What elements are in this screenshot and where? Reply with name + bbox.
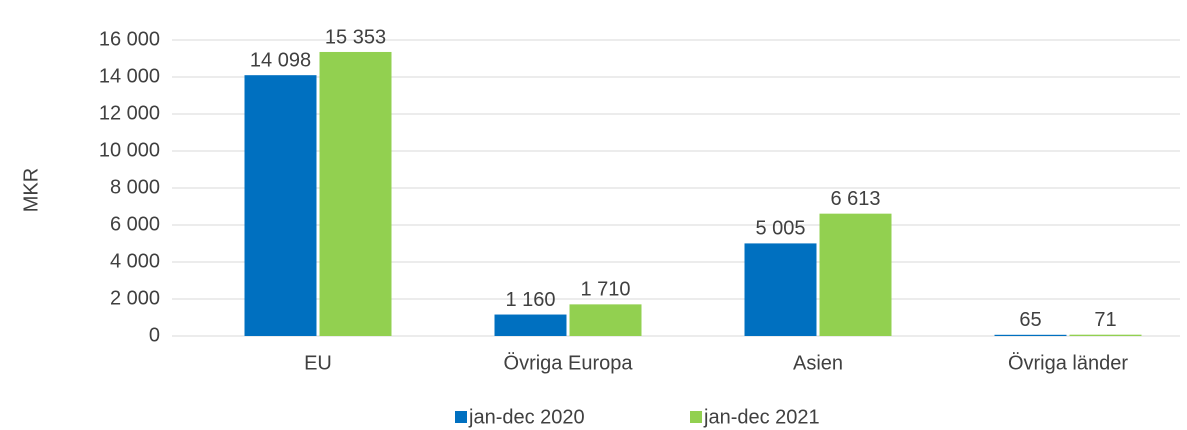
data-label: 15 353 — [325, 26, 386, 48]
bar — [569, 304, 642, 336]
bar — [244, 75, 317, 336]
bar — [494, 314, 567, 336]
bar — [819, 213, 892, 336]
y-tick-label: 0 — [149, 324, 160, 346]
x-tick-label: Övriga länder — [1008, 352, 1128, 374]
data-label: 65 — [1019, 309, 1041, 331]
data-label: 1 160 — [505, 289, 555, 311]
legend-swatch — [690, 411, 702, 423]
y-tick-label: 12 000 — [99, 102, 160, 124]
x-tick-label: Övriga Europa — [504, 352, 634, 374]
legend-swatch — [455, 411, 467, 423]
y-tick-label: 10 000 — [99, 139, 160, 161]
data-label: 71 — [1094, 309, 1116, 331]
legend-label: jan-dec 2021 — [703, 406, 820, 428]
y-tick-label: 6 000 — [110, 213, 160, 235]
x-tick-label: EU — [304, 352, 332, 374]
y-axis-label: MKR — [20, 168, 42, 212]
bar — [744, 243, 817, 336]
data-label: 14 098 — [250, 49, 311, 71]
bar — [319, 51, 392, 336]
y-tick-label: 4 000 — [110, 250, 160, 272]
bar — [1069, 334, 1142, 336]
data-label: 6 613 — [830, 188, 880, 210]
y-tick-label: 8 000 — [110, 176, 160, 198]
data-label: 1 710 — [580, 279, 630, 301]
x-tick-label: Asien — [793, 352, 843, 374]
bar — [994, 334, 1067, 336]
data-label: 5 005 — [755, 218, 805, 240]
y-tick-label: 14 000 — [99, 65, 160, 87]
legend-label: jan-dec 2020 — [468, 406, 585, 428]
y-tick-label: 16 000 — [99, 28, 160, 50]
y-tick-label: 2 000 — [110, 287, 160, 309]
